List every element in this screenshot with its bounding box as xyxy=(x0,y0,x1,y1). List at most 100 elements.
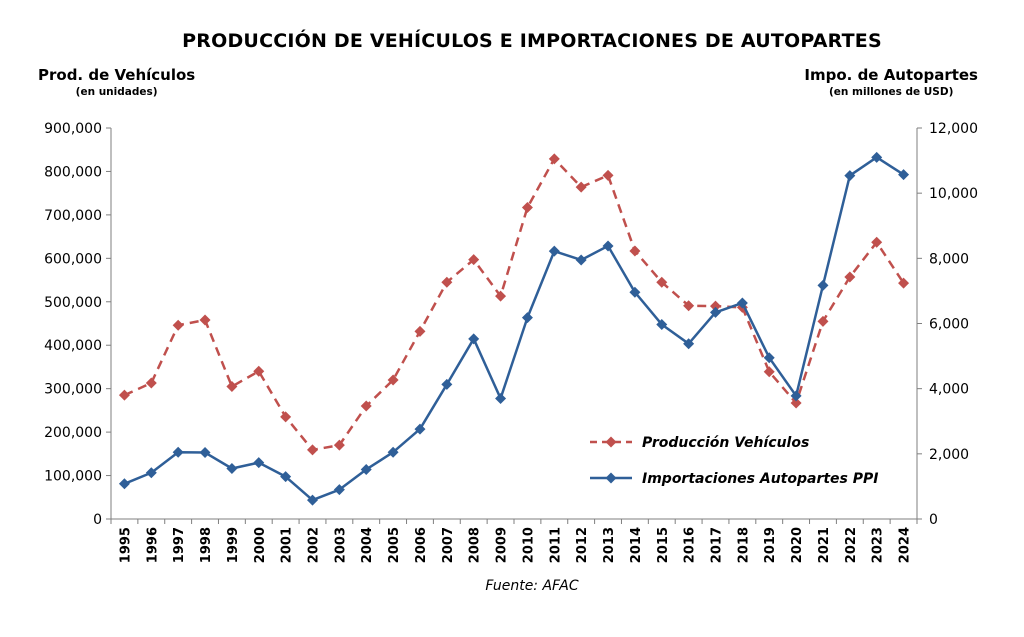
x-tick-label: 2006 xyxy=(414,527,429,563)
data-point xyxy=(360,463,372,475)
x-tick-label: 1995 xyxy=(118,527,133,563)
data-point xyxy=(575,254,587,266)
data-point xyxy=(199,447,211,459)
chart-legend: Producción Vehículos Importaciones Autopa… xyxy=(590,435,878,487)
x-tick-label: 2011 xyxy=(548,527,563,563)
x-tick-label: 2005 xyxy=(387,527,402,563)
x-tick-label: 2022 xyxy=(844,527,859,563)
data-point xyxy=(333,484,345,496)
data-point xyxy=(817,315,829,327)
data-point xyxy=(118,478,130,490)
data-point xyxy=(226,380,238,392)
left-axis-label: Prod. de Vehículos (en unidades) xyxy=(38,66,195,98)
right-axis-label: Impo. de Autopartes (en millones de USD) xyxy=(804,66,978,98)
series-1 xyxy=(118,153,910,456)
series-2 xyxy=(118,151,910,506)
data-point xyxy=(710,300,721,312)
x-tick-label: 2000 xyxy=(253,527,268,563)
legend-marker xyxy=(605,472,617,484)
left-axis-title: Prod. de Vehículos xyxy=(38,66,196,84)
data-point xyxy=(548,153,560,165)
data-point xyxy=(817,279,829,291)
data-point xyxy=(871,236,883,248)
data-point xyxy=(145,467,157,479)
data-point xyxy=(172,446,184,458)
data-point xyxy=(468,333,480,345)
x-tick-label: 2016 xyxy=(683,527,698,563)
data-point xyxy=(145,377,157,389)
left-tick-label: 0 xyxy=(93,512,102,528)
left-axis-subtitle: (en unidades) xyxy=(75,86,158,98)
data-point xyxy=(790,390,802,402)
right-tick-label: 4,000 xyxy=(929,382,969,398)
x-tick-label: 2019 xyxy=(763,527,778,563)
x-tick-label: 1996 xyxy=(145,527,160,563)
data-point xyxy=(683,300,695,312)
data-point xyxy=(172,319,184,331)
left-tick-label: 400,000 xyxy=(44,338,102,354)
data-point xyxy=(521,202,533,214)
data-point xyxy=(844,271,856,283)
x-tick-label: 1998 xyxy=(199,527,214,563)
x-tick-label: 2024 xyxy=(898,527,913,563)
data-point xyxy=(118,389,130,401)
data-point xyxy=(253,365,265,377)
x-tick-label: 2008 xyxy=(468,527,483,563)
left-tick-label: 600,000 xyxy=(44,251,102,267)
legend-label: Importaciones Autopartes PPI xyxy=(642,471,878,487)
x-tick-label: 1999 xyxy=(226,527,241,563)
data-point xyxy=(226,462,238,474)
data-point xyxy=(763,366,775,378)
data-point xyxy=(307,444,318,456)
data-point xyxy=(898,277,910,289)
data-point xyxy=(629,245,641,257)
x-tick-label: 2023 xyxy=(871,527,886,563)
data-point xyxy=(521,312,533,324)
data-point xyxy=(199,314,211,326)
data-point xyxy=(575,181,587,193)
right-tick-label: 10,000 xyxy=(929,186,978,202)
data-point xyxy=(548,245,560,257)
data-point xyxy=(387,374,399,386)
x-tick-label: 2009 xyxy=(495,527,510,563)
data-point xyxy=(683,338,695,350)
data-point xyxy=(441,276,453,288)
left-tick-label: 100,000 xyxy=(44,469,102,485)
x-tick-label: 2012 xyxy=(575,527,590,563)
chart-series xyxy=(118,151,910,506)
x-tick-label: 2007 xyxy=(441,527,456,563)
right-axis-subtitle: (en millones de USD) xyxy=(828,86,954,98)
data-point xyxy=(253,457,265,469)
data-point xyxy=(898,169,910,181)
legend-label: Producción Vehículos xyxy=(642,435,809,451)
x-tick-label: 2015 xyxy=(656,527,671,563)
left-tick-label: 200,000 xyxy=(44,425,102,441)
chart-axes: 0 100,000 200,000 300,000 400,000 500,000 600,… xyxy=(44,121,978,563)
data-point xyxy=(871,151,883,163)
data-point xyxy=(280,471,292,483)
data-point xyxy=(280,411,292,423)
data-point xyxy=(441,378,453,390)
x-tick-label: 2010 xyxy=(521,527,536,563)
x-tick-label: 2004 xyxy=(360,527,375,563)
data-point xyxy=(763,352,775,364)
data-point xyxy=(602,240,614,252)
x-tick-label: 2002 xyxy=(307,527,322,563)
data-point xyxy=(656,276,668,288)
x-tick-label: 2018 xyxy=(736,527,751,563)
data-point xyxy=(414,325,426,337)
data-point xyxy=(844,170,856,182)
data-point xyxy=(387,446,399,458)
series-line xyxy=(123,157,905,452)
data-point xyxy=(414,423,426,435)
chart-title: PRODUCCIÓN DE VEHÍCULOS E IMPORTACIONES … xyxy=(182,30,882,52)
left-tick-label: 800,000 xyxy=(44,164,102,180)
right-tick-label: 12,000 xyxy=(929,121,978,137)
data-point xyxy=(710,306,721,318)
right-tick-label: 8,000 xyxy=(929,251,969,267)
data-point xyxy=(307,494,318,506)
data-point xyxy=(629,286,641,298)
x-tick-label: 2013 xyxy=(602,527,617,563)
data-point xyxy=(790,397,802,409)
